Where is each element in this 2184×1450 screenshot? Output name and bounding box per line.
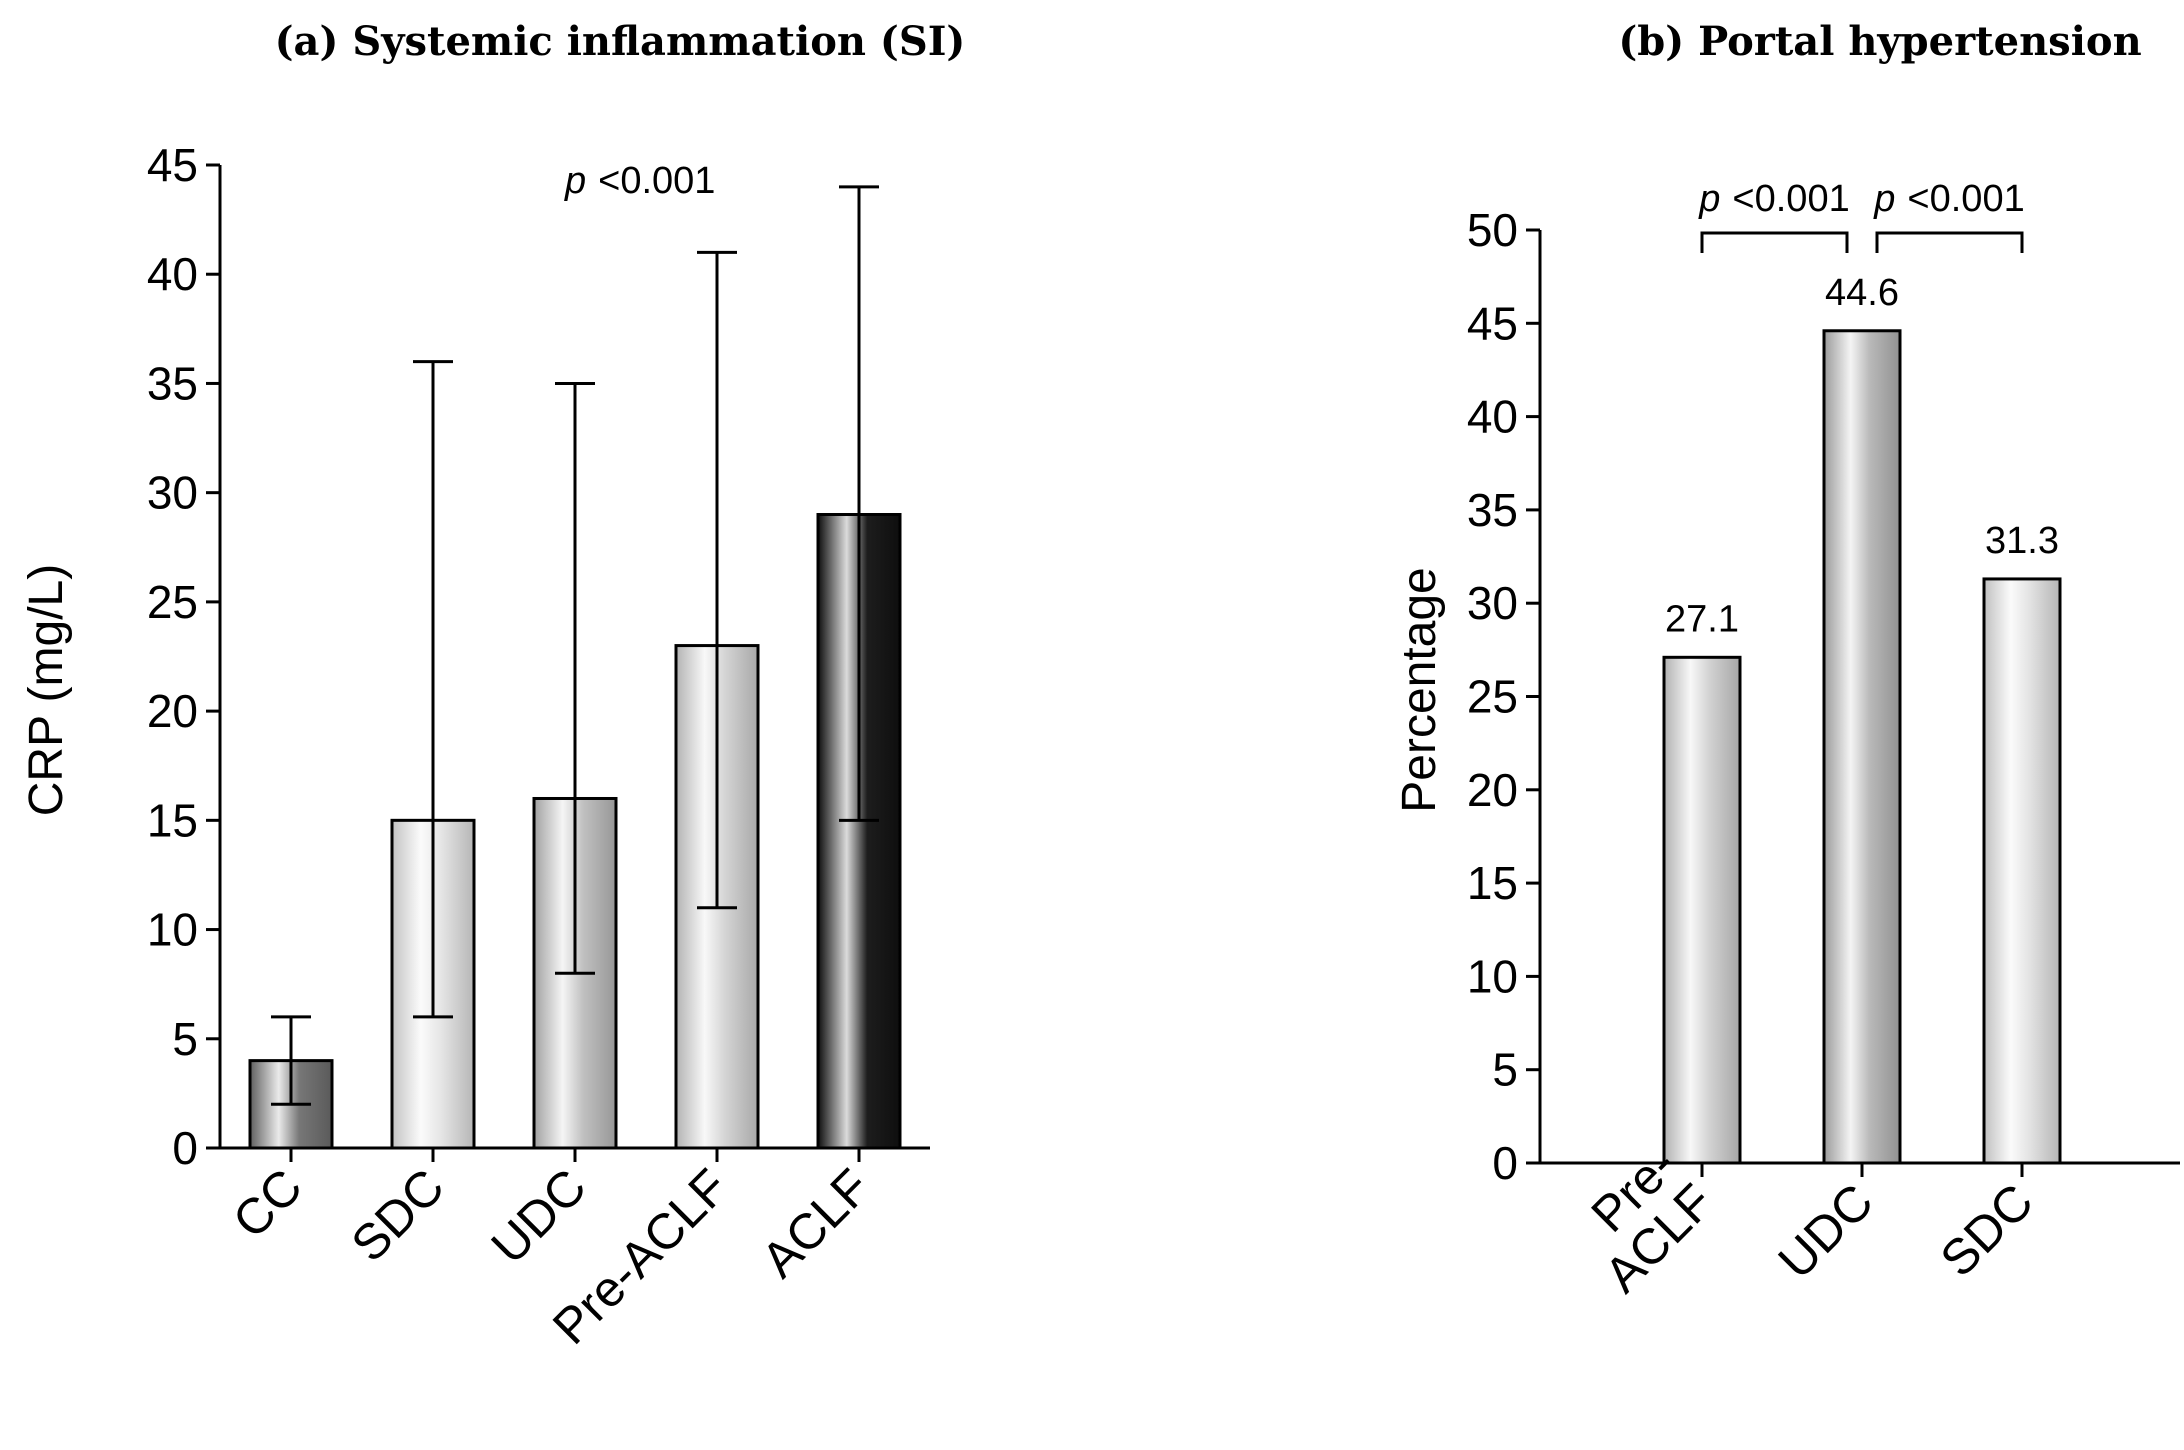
y-tick-label-45: 45	[1467, 297, 1518, 349]
bar-udc	[1822, 329, 1902, 1165]
y-tick-label-30: 30	[147, 467, 198, 519]
y-tick-label-40: 40	[1467, 391, 1518, 443]
significance-p-annotation-2: p <0.001	[1873, 178, 2024, 220]
bar-sdc	[1982, 577, 2062, 1165]
y-tick-label-5: 5	[172, 1013, 198, 1065]
y-tick-label-40: 40	[147, 248, 198, 300]
panel-a-p-value: <0.001	[598, 160, 715, 202]
y-tick-label-20: 20	[1467, 764, 1518, 816]
x-tick-label-sdc: SDC	[341, 1158, 455, 1272]
panel-a-title: (a) Systemic inflammation (SI)	[275, 18, 966, 65]
x-tick-label-udc: UDC	[1768, 1173, 1884, 1289]
panel-a-p-symbol: p	[564, 160, 586, 202]
value-label-udc: 44.6	[1825, 272, 1899, 314]
y-tick-label-5: 5	[1492, 1044, 1518, 1096]
y-tick-label-10: 10	[147, 904, 198, 956]
x-tick-label-line: SDC	[1930, 1173, 2044, 1287]
y-tick-label-20: 20	[147, 685, 198, 737]
panel-b-value-labels: 27.1 44.6 31.3	[1665, 272, 2059, 641]
p-symbol: p	[1698, 178, 1720, 220]
y-tick-label-35: 35	[1467, 484, 1518, 536]
y-tick-label-10: 10	[1467, 950, 1518, 1002]
x-tick-label-sdc: SDC	[1930, 1173, 2044, 1287]
p-symbol: p	[1873, 178, 1895, 220]
panel-a-y-axis-label: CRP (mg/L)	[20, 564, 73, 817]
y-tick-label-0: 0	[172, 1122, 198, 1174]
significance-p-annotation-1: p <0.001	[1698, 178, 1849, 220]
y-tick-label-25: 25	[1467, 671, 1518, 723]
significance-bracket-1	[1700, 231, 1849, 253]
value-label-pre-aclf: 27.1	[1665, 598, 1739, 640]
value-label-sdc: 31.3	[1985, 520, 2059, 562]
panel-b-title: (b) Portal hypertension	[1618, 18, 2141, 65]
y-tick-label-35: 35	[147, 357, 198, 409]
panel-b-y-axis-label: Percentage	[1393, 567, 1446, 813]
y-tick-label-15: 15	[1467, 857, 1518, 909]
panel-b-y-ticks: 0 5 10 15 20 25 30 35 40 45 50	[1467, 204, 1540, 1189]
bar-pre-aclf	[1662, 655, 1742, 1165]
panel-a-p-annotation: p <0.001	[564, 160, 715, 202]
y-tick-label-0: 0	[1492, 1137, 1518, 1189]
panel-b-bars	[1662, 329, 2062, 1165]
p-value: <0.001	[1907, 178, 2024, 220]
p-value: <0.001	[1732, 178, 1849, 220]
y-tick-label-30: 30	[1467, 577, 1518, 629]
panel-b-significance-brackets: p <0.001 p <0.001	[1698, 178, 2025, 253]
panel-a-y-ticks: 0 5 10 15 20 25 30 35 40 45	[147, 139, 220, 1174]
y-tick-label-50: 50	[1467, 204, 1518, 256]
panel-b-percentage-chart: (b) Portal hypertension Percentage 0 5 10 1…	[1393, 18, 2180, 1303]
significance-bracket-2	[1875, 231, 2024, 253]
x-tick-label-aclf: ACLF	[751, 1158, 881, 1288]
x-tick-label-cc: CC	[222, 1158, 313, 1249]
y-tick-label-15: 15	[147, 794, 198, 846]
panel-a-error-bars	[271, 185, 879, 1106]
y-tick-label-25: 25	[147, 576, 198, 628]
panel-a-crp-chart: (a) Systemic inflammation (SI) CRP (mg/L…	[20, 18, 965, 1355]
panel-b-x-tick-labels: Pre-ACLF UDC SDC	[1581, 1136, 2044, 1303]
x-tick-label-udc: UDC	[481, 1158, 597, 1274]
y-tick-label-45: 45	[147, 139, 198, 191]
x-tick-label-line: UDC	[1768, 1173, 1884, 1289]
